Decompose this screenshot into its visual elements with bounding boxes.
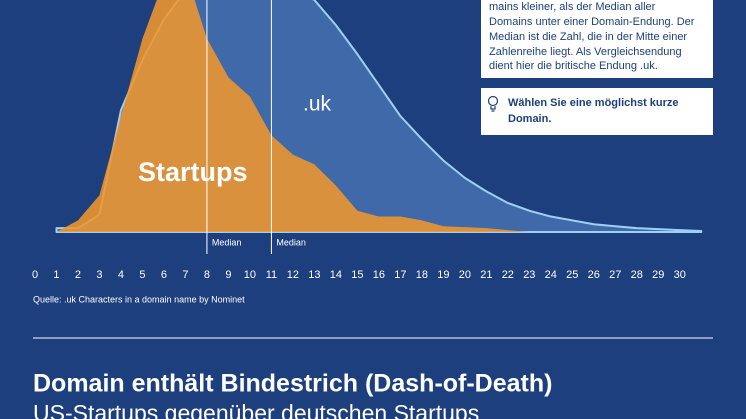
info-line: Domains unter einer Domain-Endung. Der: [489, 16, 695, 28]
x-tick-label: 21: [480, 269, 492, 281]
x-tick-label: 3: [96, 269, 102, 281]
x-tick-label: 25: [566, 269, 578, 281]
x-tick-label: 27: [609, 269, 621, 281]
tip-line: Domain.: [508, 113, 551, 125]
x-tick-label: 29: [652, 269, 664, 281]
bulb-icon: [487, 95, 499, 112]
median-label: Median: [276, 237, 306, 247]
x-tick-label: 17: [394, 269, 406, 281]
x-tick-label: 1: [53, 269, 59, 281]
tip-box: Wählen Sie eine möglichst kurze Domain.: [481, 88, 713, 135]
tip-box-bg: [481, 88, 713, 135]
x-tick-label: 13: [308, 269, 320, 281]
x-tick-label: 14: [330, 269, 342, 281]
x-tick-label: 4: [118, 269, 124, 281]
x-tick-label: 12: [287, 269, 299, 281]
area: [56, 0, 530, 232]
info-box: mains kleiner, als der Median aller Doma…: [481, 0, 713, 78]
x-tick-label: 26: [588, 269, 600, 281]
x-tick-label: 8: [204, 269, 210, 281]
x-tick-label: 10: [244, 269, 256, 281]
x-tick-label: 9: [225, 269, 231, 281]
x-tick-label: 19: [437, 269, 449, 281]
x-tick-label: 16: [373, 269, 385, 281]
info-line: dient hier die britische Endung .uk.: [489, 60, 658, 72]
source: Quelle: .uk Characters in a domain name …: [33, 294, 245, 304]
series-label: .uk: [303, 93, 332, 116]
info-line: Median ist die Zahl, die in der Mitte ei…: [489, 31, 687, 43]
x-tick-label: 2: [75, 269, 81, 281]
x-tick-label: 30: [674, 269, 686, 281]
info-line: mains kleiner, als der Median aller: [489, 1, 656, 13]
section-subheading: US-Startups gegenüber deutschen Startups: [33, 400, 479, 419]
x-tick-label: 18: [416, 269, 428, 281]
x-tick-label: 24: [545, 269, 557, 281]
x-tick-label: 5: [139, 269, 145, 281]
x-tick-label: 0: [32, 269, 38, 281]
x-tick-label: 15: [351, 269, 363, 281]
tip-line: Wählen Sie eine möglichst kurze: [508, 97, 679, 109]
x-tick-label: 23: [523, 269, 535, 281]
x-tick-label: 11: [266, 269, 277, 281]
section-heading: Domain enthält Bindestrich (Dash-of-Deat…: [33, 370, 552, 398]
info-line: Zahlenreihe liegt. Als Vergleichsendung: [489, 46, 682, 58]
series-label: Startups: [138, 157, 248, 187]
median-label: Median: [212, 237, 242, 247]
x-tick-label: 28: [631, 269, 643, 281]
x-tick-label: 22: [502, 269, 514, 281]
x-tick-label: 20: [459, 269, 471, 281]
info-box-bg: [481, 0, 713, 78]
x-tick-label: 6: [161, 269, 167, 281]
x-tick-label: 7: [182, 269, 188, 281]
